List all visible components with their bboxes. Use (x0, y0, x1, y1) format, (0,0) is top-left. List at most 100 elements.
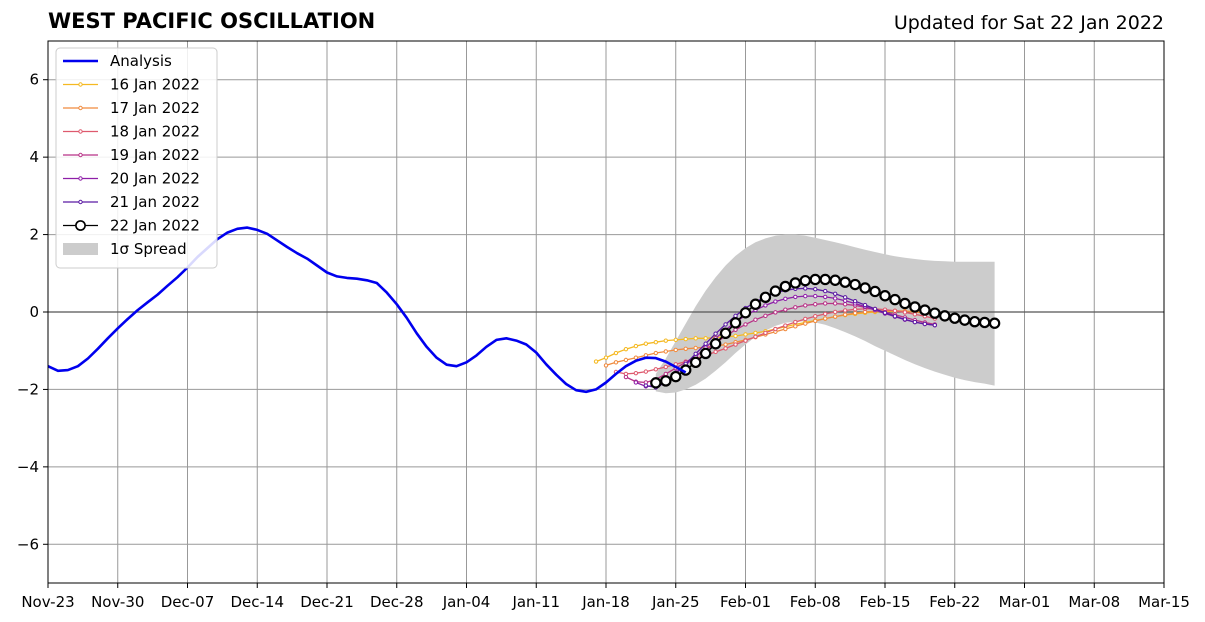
series-point (623, 357, 629, 363)
series-point (879, 290, 891, 302)
series-point (633, 380, 639, 385)
series-18-jan-2022 (613, 306, 938, 377)
series-point (663, 364, 668, 370)
x-tick-label: Dec-14 (230, 593, 284, 611)
series-point (783, 326, 788, 332)
series-point (633, 343, 639, 349)
series-point (753, 330, 758, 336)
series-point (892, 314, 898, 319)
series-point (653, 350, 659, 356)
series-point (633, 370, 639, 376)
series-point (799, 274, 811, 287)
series-point (932, 322, 938, 328)
series-point (643, 383, 649, 388)
series-point (819, 273, 831, 286)
series-point (683, 336, 688, 342)
series-point (773, 310, 778, 315)
series-point (653, 339, 659, 345)
series-point (723, 346, 728, 351)
chart-title: WEST PACIFIC OSCILLATION (48, 9, 376, 33)
legend-entry: 16 Jan 2022 (63, 76, 200, 94)
series-point (939, 310, 951, 322)
series-point (809, 273, 821, 286)
series-point (743, 338, 748, 343)
series-point (683, 346, 688, 351)
y-tick-label: 0 (29, 303, 39, 321)
series-point (753, 317, 758, 322)
y-tick-label: 4 (29, 148, 39, 166)
series-point (713, 349, 718, 355)
series-point (889, 293, 901, 306)
x-tick-label: Jan-18 (581, 593, 630, 611)
x-tick-label: Feb-08 (790, 593, 841, 611)
series-point (832, 301, 838, 306)
legend-entry: 18 Jan 2022 (63, 123, 200, 141)
series-point (643, 341, 649, 346)
series-point (882, 310, 888, 315)
x-tick-label: Dec-21 (300, 593, 354, 611)
legend-swatch (63, 243, 98, 255)
series-point (832, 296, 838, 301)
series-point (842, 298, 848, 303)
series-point (723, 342, 728, 347)
series-point (902, 317, 908, 322)
series-point (663, 371, 668, 377)
series-point (793, 294, 798, 300)
series-point (813, 286, 818, 292)
series-point (842, 295, 848, 300)
legend-label: 20 Jan 2022 (110, 170, 200, 188)
legend-entry: 21 Jan 2022 (63, 193, 200, 211)
y-tick-label: 2 (29, 226, 39, 244)
series-point (823, 311, 828, 317)
series-point (763, 330, 768, 336)
series-point (749, 298, 762, 310)
series-point (892, 308, 898, 314)
series-point (842, 302, 848, 307)
x-tick-label: Feb-01 (720, 593, 771, 611)
series-point (813, 302, 818, 307)
legend-label: 21 Jan 2022 (110, 193, 200, 211)
series-point (693, 351, 698, 357)
series-point (859, 282, 871, 294)
series-point (968, 315, 981, 328)
series-point (852, 307, 858, 312)
series-point (769, 285, 782, 297)
series-point (643, 369, 649, 374)
legend-label: 1σ Spread (110, 240, 187, 258)
legend-entry: 20 Jan 2022 (63, 170, 200, 188)
series-point (803, 316, 808, 322)
x-tick-label: Dec-07 (161, 593, 215, 611)
series-point (660, 375, 672, 387)
series-point (719, 327, 732, 339)
legend-entry: 19 Jan 2022 (63, 146, 200, 164)
series-point (783, 296, 788, 302)
y-axis-ticks: 6 4 2 0 −2 −4 −6 (17, 71, 48, 553)
x-tick-label: Nov-30 (91, 593, 144, 611)
series-point (743, 332, 748, 337)
legend-marker (78, 152, 83, 158)
legend-label: 22 Jan 2022 (110, 217, 200, 235)
series-point (988, 317, 1001, 329)
series-point (693, 345, 698, 351)
series-point (663, 349, 668, 354)
series-point (839, 276, 851, 288)
series-point (803, 321, 808, 326)
x-tick-label: Feb-15 (859, 593, 910, 611)
series-point (613, 360, 619, 365)
analysis-line (47, 226, 687, 394)
legend-marker (78, 199, 83, 205)
series-point (623, 374, 629, 380)
y-tick-label: 6 (29, 71, 39, 89)
series-point (862, 302, 868, 308)
series-point (793, 324, 798, 329)
x-tick-label: Mar-08 (1068, 593, 1120, 611)
series-point (673, 337, 678, 343)
series-point (703, 336, 708, 341)
series-point (899, 297, 911, 310)
series-point (603, 363, 609, 368)
legend-label: Analysis (110, 52, 172, 70)
series-point (733, 342, 738, 347)
series-point (832, 291, 838, 297)
series-point (753, 334, 758, 339)
